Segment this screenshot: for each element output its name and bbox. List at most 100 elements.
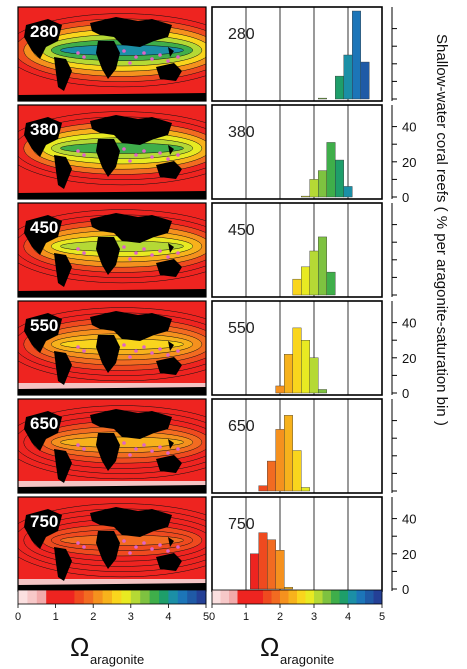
colorbar-swatch	[102, 590, 113, 604]
histogram-bar	[258, 485, 268, 492]
reef-marker	[122, 441, 126, 445]
colorbar-swatch	[187, 590, 197, 604]
reef-marker	[166, 59, 170, 63]
histogram-scenario-label: 380	[228, 124, 255, 141]
map-continent	[18, 93, 206, 101]
map-continent	[96, 41, 120, 79]
map-frame	[17, 202, 207, 298]
map-contour-band	[60, 142, 184, 154]
reef-marker	[166, 255, 170, 259]
value-axis-tick-label: 40	[402, 316, 416, 331]
map-frame	[17, 104, 207, 200]
value-axis-tick-label: 20	[402, 547, 416, 562]
reef-marker	[176, 545, 180, 549]
histogram-bar	[292, 278, 302, 296]
reef-marker	[76, 149, 80, 153]
map-continent	[54, 547, 72, 581]
histogram-panel: 550	[211, 300, 383, 396]
colorbar-swatch	[177, 590, 188, 604]
histogram-bar	[309, 357, 319, 394]
map-continent	[90, 409, 172, 439]
value-axis-tick-label: 0	[402, 190, 409, 205]
reef-marker	[176, 55, 180, 59]
colorbar-swatch	[246, 590, 255, 604]
x-axis-title-left: Ω	[70, 632, 89, 662]
map-continent	[90, 507, 172, 537]
value-axis-tick-label: 20	[402, 155, 416, 170]
histogram-bar	[275, 550, 285, 590]
histogram-bar	[284, 415, 293, 492]
colorbar-tick-label: 1	[243, 611, 249, 623]
reef-marker	[166, 353, 170, 357]
histogram-bar	[284, 587, 293, 590]
map-panel: 650	[17, 398, 207, 494]
histogram-frame	[211, 496, 383, 592]
colorbar-swatch	[112, 590, 122, 604]
colorbar-swatch	[271, 590, 281, 604]
colorbar-swatch	[322, 590, 332, 604]
map-continent	[24, 117, 62, 157]
reef-marker	[128, 453, 132, 457]
map-continent	[90, 213, 172, 243]
x-axis-subtitle-left: aragonite	[90, 652, 144, 667]
reef-marker	[82, 447, 86, 451]
reef-marker	[176, 349, 180, 353]
reef-marker	[134, 55, 138, 59]
reef-marker	[150, 155, 154, 159]
colorbar-swatch	[314, 590, 323, 604]
colorbar-swatch	[263, 590, 272, 604]
reef-marker	[150, 351, 154, 355]
colorbar-tick-label: 5	[203, 611, 209, 623]
histogram-bar	[275, 385, 285, 394]
colorbar-swatch	[74, 590, 85, 604]
colorbar-swatch	[168, 590, 179, 604]
reef-marker	[82, 545, 86, 549]
map-contour-band	[60, 436, 184, 448]
colorbar-swatch	[130, 590, 141, 604]
histogram-panel: 450	[211, 202, 383, 298]
reef-marker	[142, 51, 146, 55]
histogram-bar	[267, 539, 276, 590]
map-continent	[156, 259, 182, 277]
reef-marker	[122, 49, 126, 53]
histogram-scenario-label: 650	[228, 418, 255, 435]
colorbar-swatch	[254, 590, 264, 604]
colorbar-swatch	[280, 590, 289, 604]
colorbar-swatch	[83, 590, 94, 604]
value-axis-tick-label: 0	[402, 582, 409, 597]
reef-marker	[82, 251, 86, 255]
map-continent	[54, 57, 72, 91]
histogram-bar	[318, 389, 327, 394]
reef-marker	[142, 345, 146, 349]
reef-marker	[76, 51, 80, 55]
map-continent	[90, 115, 172, 145]
reef-marker	[142, 149, 146, 153]
histogram-bar	[326, 142, 336, 198]
colorbar-swatch	[373, 590, 383, 604]
map-continent	[24, 19, 62, 59]
reef-marker	[158, 543, 162, 547]
colorbar-swatch	[365, 590, 374, 604]
map-continent	[90, 17, 172, 47]
histogram-bar	[343, 54, 353, 100]
reef-marker	[134, 251, 138, 255]
map-continent	[54, 351, 72, 385]
histogram-panel: 650	[211, 398, 383, 494]
colorbar-swatch	[46, 590, 56, 604]
reef-marker	[142, 541, 146, 545]
colorbar-swatch	[356, 590, 366, 604]
map-continent	[168, 145, 174, 155]
histogram-bar	[301, 266, 310, 296]
map-frame	[17, 398, 207, 494]
reef-marker	[166, 549, 170, 553]
colorbar-swatch	[159, 590, 169, 604]
value-axis-tick-label: 0	[402, 386, 409, 401]
reef-marker	[76, 345, 80, 349]
histogram-bar	[275, 429, 285, 492]
reef-marker	[122, 539, 126, 543]
reef-marker	[134, 447, 138, 451]
map-continent	[96, 335, 120, 373]
map-continent	[156, 63, 182, 81]
reef-marker	[176, 153, 180, 157]
colorbar-tick-label: 3	[128, 611, 134, 623]
